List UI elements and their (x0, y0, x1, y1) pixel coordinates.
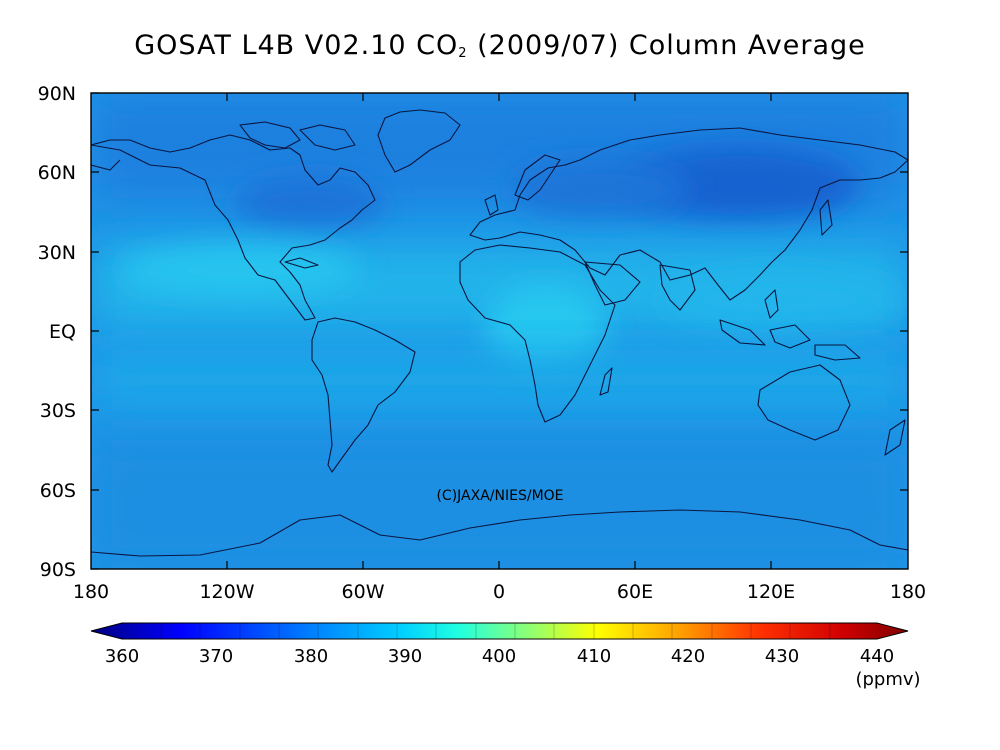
colorbar-tick-440: 440 (860, 646, 894, 667)
lat-tick-60s: 60S (40, 480, 76, 502)
colorbar-tick-370: 370 (199, 646, 233, 667)
latitude-axis-labels: 90N 60N 30N EQ 30S 60S 90S (38, 83, 76, 581)
colorbar-tick-430: 430 (765, 646, 799, 667)
colorbar-tick-400: 400 (482, 646, 516, 667)
colorbar: 360 370 380 390 400 410 420 430 440 (ppm… (90, 622, 921, 690)
lon-tick-180w: 180 (73, 581, 109, 603)
lat-tick-90s: 90S (40, 559, 76, 581)
lon-tick-60w: 60W (342, 581, 385, 603)
lat-tick-30n: 30N (38, 242, 76, 264)
lon-tick-60e: 60E (617, 581, 653, 603)
colorbar-tick-390: 390 (388, 646, 422, 667)
lon-tick-120w: 120W (199, 581, 254, 603)
credit-text: (C)JAXA/NIES/MOE (436, 488, 563, 504)
colorbar-tick-420: 420 (671, 646, 705, 667)
axis-tick-marks (91, 92, 908, 570)
lat-tick-60n: 60N (38, 162, 76, 184)
chart-title: GOSAT L4B V02.10 CO2 (2009/07) Column Av… (134, 30, 866, 61)
colorbar-tick-410: 410 (577, 646, 611, 667)
coastlines (91, 109, 908, 557)
lat-tick-90n: 90N (38, 83, 76, 105)
colorbar-tick-360: 360 (105, 646, 139, 667)
colorbar-unit-label: (ppmv) (855, 669, 920, 690)
longitude-axis-labels: 180 120W 60W 0 60E 120E 180 (73, 581, 926, 603)
lon-tick-120e: 120E (747, 581, 795, 603)
colorbar-tick-380: 380 (294, 646, 328, 667)
lon-tick-0: 0 (493, 581, 505, 603)
lon-tick-180e: 180 (890, 581, 926, 603)
lat-tick-30s: 30S (40, 400, 76, 422)
co2-field (91, 93, 908, 569)
lat-tick-eq: EQ (49, 321, 76, 343)
